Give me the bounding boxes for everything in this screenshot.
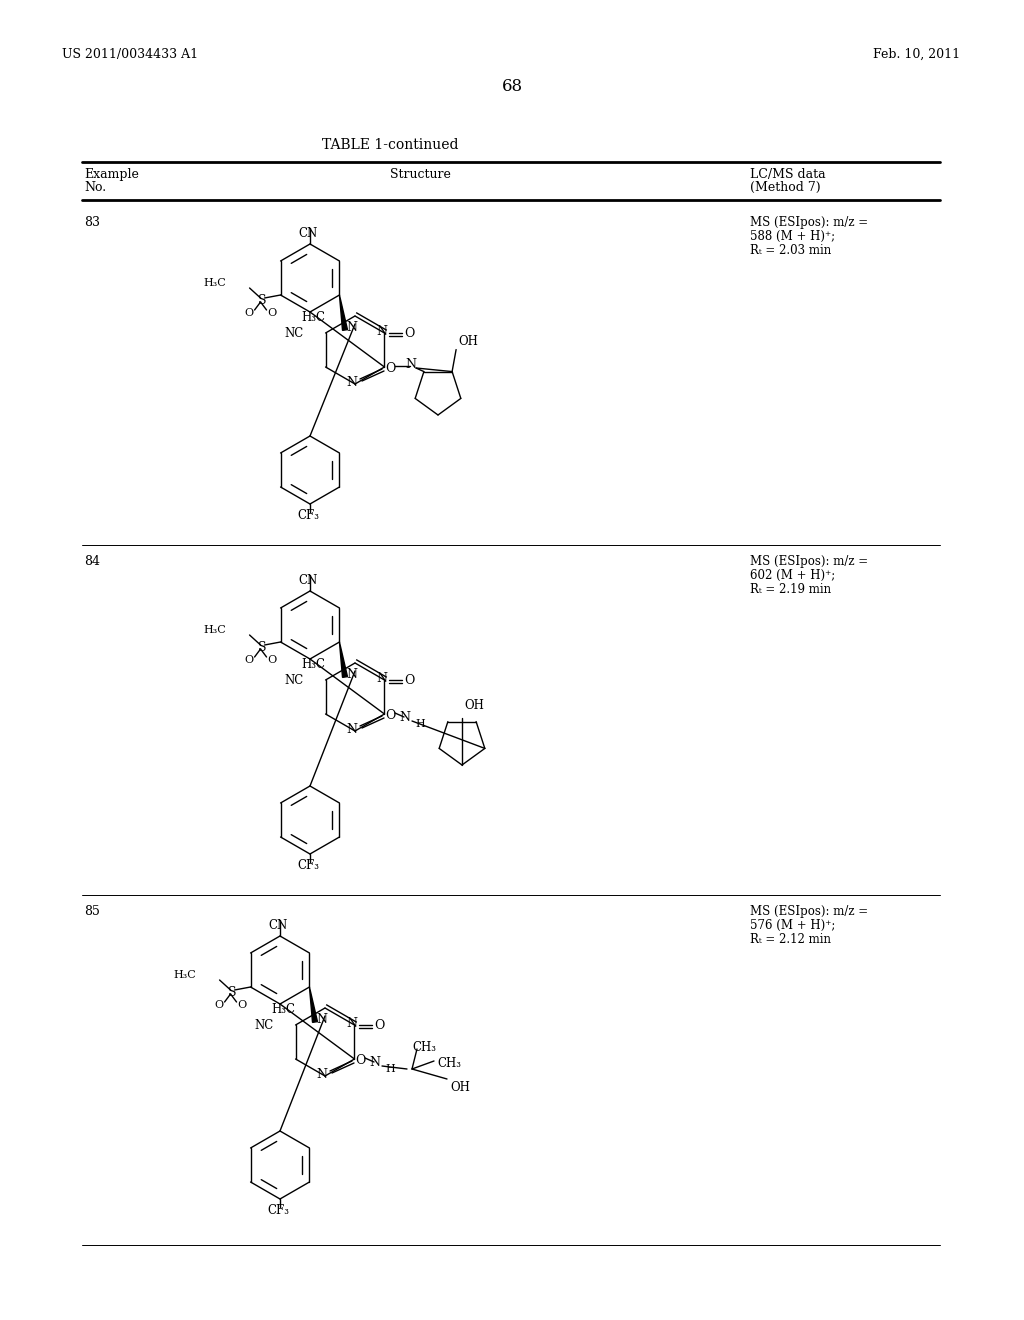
Polygon shape — [339, 294, 347, 330]
Text: H₃C: H₃C — [301, 657, 325, 671]
Text: Example: Example — [84, 168, 139, 181]
Text: O    O: O O — [245, 655, 276, 665]
Text: CN: CN — [268, 919, 288, 932]
Text: NC: NC — [285, 327, 303, 341]
Text: US 2011/0034433 A1: US 2011/0034433 A1 — [62, 48, 198, 61]
Text: H₃C: H₃C — [174, 970, 197, 979]
Text: 83: 83 — [84, 216, 100, 228]
Text: N: N — [376, 325, 387, 338]
Text: (Method 7): (Method 7) — [750, 181, 820, 194]
Text: MS (ESIpos): m/z =: MS (ESIpos): m/z = — [750, 554, 868, 568]
Text: NC: NC — [285, 675, 303, 686]
Polygon shape — [309, 987, 317, 1023]
Text: Rₜ = 2.03 min: Rₜ = 2.03 min — [750, 244, 831, 257]
Text: H: H — [415, 719, 425, 729]
Text: O: O — [355, 1053, 366, 1067]
Text: MS (ESIpos): m/z =: MS (ESIpos): m/z = — [750, 216, 868, 228]
Text: N: N — [406, 358, 417, 371]
Text: CN: CN — [298, 227, 317, 240]
Text: N: N — [370, 1056, 381, 1069]
Text: LC/MS data: LC/MS data — [750, 168, 825, 181]
Text: 576 (M + H)⁺;: 576 (M + H)⁺; — [750, 919, 836, 932]
Text: CN: CN — [298, 574, 317, 587]
Text: 85: 85 — [84, 906, 100, 917]
Text: H₃C: H₃C — [204, 279, 226, 288]
Text: OH: OH — [464, 700, 484, 711]
Text: OH: OH — [458, 334, 478, 347]
Text: Structure: Structure — [389, 168, 451, 181]
Text: N: N — [316, 1012, 328, 1026]
Text: TABLE 1-continued: TABLE 1-continued — [322, 139, 459, 152]
Text: N: N — [376, 672, 387, 685]
Text: S: S — [258, 294, 266, 308]
Text: N: N — [346, 668, 357, 681]
Text: N: N — [316, 1068, 328, 1081]
Text: O: O — [404, 675, 415, 686]
Text: O    O: O O — [245, 308, 276, 318]
Text: CF₃: CF₃ — [297, 510, 319, 521]
Text: O: O — [404, 327, 415, 341]
Text: 588 (M + H)⁺;: 588 (M + H)⁺; — [750, 230, 836, 243]
Text: O: O — [375, 1019, 385, 1032]
Text: OH: OH — [450, 1081, 470, 1094]
Text: 84: 84 — [84, 554, 100, 568]
Text: CF₃: CF₃ — [267, 1204, 289, 1217]
Text: CH₃: CH₃ — [437, 1057, 461, 1071]
Text: CF₃: CF₃ — [297, 859, 319, 873]
Text: H₃C: H₃C — [204, 624, 226, 635]
Text: NC: NC — [254, 1019, 273, 1032]
Text: N: N — [346, 723, 357, 737]
Text: S: S — [227, 986, 237, 999]
Text: Feb. 10, 2011: Feb. 10, 2011 — [872, 48, 961, 61]
Text: O: O — [385, 709, 395, 722]
Text: N: N — [346, 321, 357, 334]
Text: O: O — [385, 362, 395, 375]
Text: 68: 68 — [502, 78, 522, 95]
Text: 602 (M + H)⁺;: 602 (M + H)⁺; — [750, 569, 836, 582]
Text: N: N — [399, 711, 411, 723]
Text: MS (ESIpos): m/z =: MS (ESIpos): m/z = — [750, 906, 868, 917]
Text: H₃C: H₃C — [271, 1003, 295, 1016]
Text: H: H — [385, 1064, 394, 1074]
Text: CH₃: CH₃ — [412, 1041, 436, 1053]
Text: No.: No. — [84, 181, 106, 194]
Text: Rₜ = 2.19 min: Rₜ = 2.19 min — [750, 583, 831, 597]
Text: Rₜ = 2.12 min: Rₜ = 2.12 min — [750, 933, 831, 946]
Text: O    O: O O — [215, 1001, 247, 1010]
Text: H₃C: H₃C — [301, 312, 325, 323]
Text: S: S — [258, 642, 266, 653]
Polygon shape — [339, 642, 347, 677]
Text: N: N — [346, 376, 357, 389]
Text: N: N — [346, 1016, 357, 1030]
